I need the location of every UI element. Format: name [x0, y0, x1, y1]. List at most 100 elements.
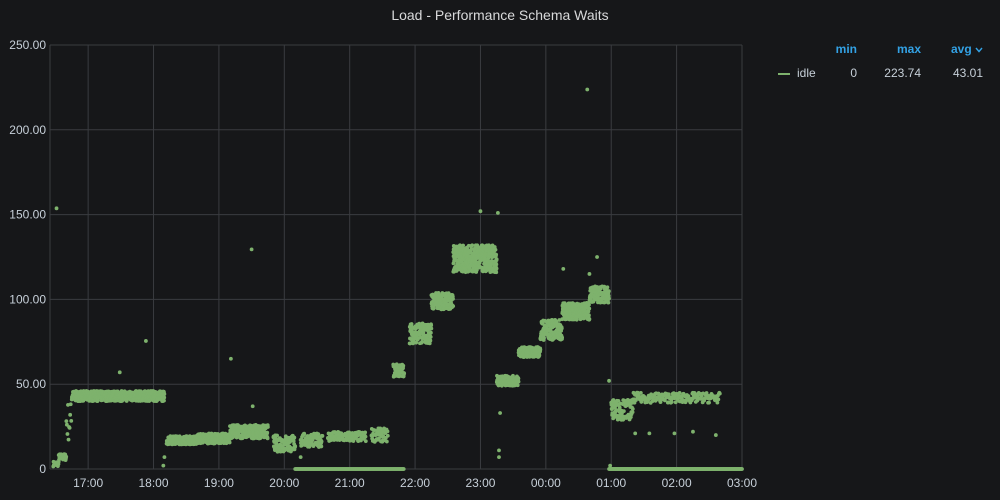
- data-point: [587, 317, 592, 321]
- data-point: [542, 335, 546, 340]
- data-point: [68, 412, 73, 417]
- data-point: [637, 393, 641, 398]
- x-tick-label: 19:00: [204, 476, 234, 490]
- data-point: [429, 323, 434, 328]
- data-point: [291, 439, 296, 444]
- data-point: [451, 297, 455, 301]
- data-point: [707, 400, 711, 405]
- legend-item-idle[interactable]: idle 0 223.74 43.01: [770, 64, 985, 84]
- data-point: [162, 392, 167, 396]
- data-point: [680, 397, 684, 402]
- data-point: [344, 438, 349, 443]
- data-point: [497, 455, 501, 460]
- data-point: [428, 330, 433, 335]
- data-point: [117, 370, 122, 375]
- data-point: [64, 454, 69, 459]
- y-tick-label: 150.00: [9, 208, 46, 222]
- data-point: [586, 313, 591, 318]
- data-point: [636, 390, 640, 395]
- data-point: [715, 400, 720, 405]
- data-point: [494, 266, 499, 271]
- data-point: [497, 448, 501, 453]
- data-point: [229, 356, 233, 361]
- data-point: [319, 439, 324, 444]
- y-tick-label: 0: [39, 462, 46, 476]
- data-point: [298, 455, 303, 460]
- data-point: [666, 392, 671, 397]
- data-point: [265, 430, 270, 435]
- legend-header-min[interactable]: min: [835, 42, 857, 56]
- legend-header-avg[interactable]: avg: [951, 42, 983, 56]
- data-point: [265, 436, 270, 441]
- data-point: [669, 400, 674, 404]
- data-point: [686, 394, 691, 399]
- data-point: [616, 398, 621, 403]
- data-point: [713, 433, 718, 437]
- grid: [49, 44, 743, 470]
- data-point: [608, 463, 613, 468]
- data-point: [249, 247, 254, 252]
- data-point: [54, 206, 59, 211]
- data-point: [574, 317, 579, 322]
- data-point: [320, 433, 325, 438]
- data-point: [649, 392, 654, 397]
- y-tick-label: 250.00: [9, 38, 46, 52]
- x-tick-label: 02:00: [662, 476, 692, 490]
- legend-value-avg: 43.01: [952, 66, 983, 80]
- x-tick-label: 18:00: [139, 476, 169, 490]
- data-point: [494, 262, 499, 267]
- legend-value-max: 223.74: [884, 66, 921, 80]
- data-point: [363, 439, 368, 444]
- data-point: [385, 429, 390, 434]
- data-point: [494, 270, 499, 275]
- data-point: [316, 432, 321, 437]
- legend-header-max[interactable]: max: [896, 42, 921, 56]
- data-point: [585, 87, 590, 92]
- y-tick-label: 50.00: [16, 377, 46, 391]
- legend-header: min max avg: [770, 38, 985, 58]
- data-point: [561, 266, 566, 271]
- data-point: [162, 455, 167, 460]
- data-point: [677, 390, 682, 395]
- data-point: [560, 335, 565, 340]
- data-point: [537, 353, 542, 358]
- data-point: [161, 463, 166, 468]
- x-axis: 17:00 18:00 19:00 20:00 21:00 22:00 23:00 00:00…: [73, 476, 757, 490]
- data-point: [162, 395, 167, 400]
- data-point: [428, 338, 433, 343]
- data-point: [293, 444, 298, 449]
- data-point: [377, 436, 381, 441]
- data-point: [704, 391, 709, 395]
- data-point: [647, 431, 652, 436]
- y-axis: 0 50.00 100.00 150.00 200.00 250.00: [9, 38, 46, 476]
- data-point: [587, 306, 592, 311]
- data-point: [372, 428, 377, 433]
- legend-value-min: 0: [850, 66, 857, 80]
- data-point: [633, 431, 638, 436]
- data-point: [638, 390, 643, 395]
- data-point: [363, 434, 368, 439]
- data-point: [498, 411, 502, 415]
- data-point: [606, 300, 611, 305]
- data-point: [68, 402, 73, 407]
- data-point: [363, 430, 368, 435]
- data-point: [401, 467, 406, 471]
- data-point: [606, 289, 611, 294]
- x-tick-label: 01:00: [596, 476, 626, 490]
- data-point: [621, 409, 626, 414]
- x-tick-label: 03:00: [727, 476, 757, 490]
- x-tick-label: 23:00: [465, 476, 495, 490]
- data-point: [470, 243, 475, 248]
- data-point: [402, 371, 407, 376]
- data-point: [630, 407, 635, 411]
- data-point: [401, 363, 406, 368]
- panel-title[interactable]: Load - Performance Schema Waits: [391, 7, 609, 23]
- data-point: [614, 408, 619, 413]
- x-tick-label: 00:00: [531, 476, 561, 490]
- legend-series-name[interactable]: idle: [797, 66, 816, 80]
- data-point: [494, 252, 499, 257]
- data-points: [51, 87, 744, 471]
- data-point: [658, 400, 663, 404]
